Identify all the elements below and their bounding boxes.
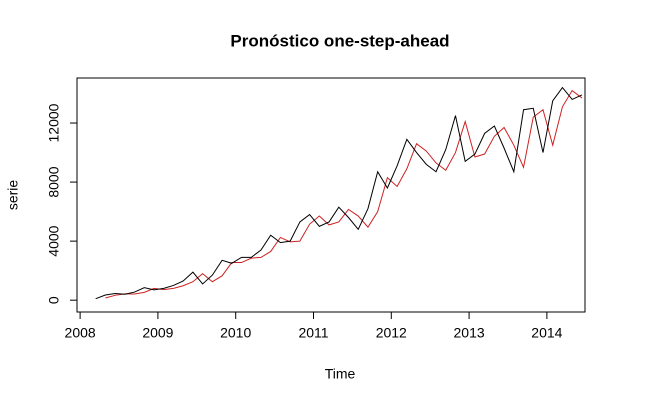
x-tick-label: 2011 — [298, 325, 328, 341]
chart-title: Pronóstico one-step-ahead — [230, 31, 449, 50]
y-tick-label: 12000 — [46, 103, 62, 142]
y-tick-label: 8000 — [46, 166, 62, 197]
series-line — [95, 86, 583, 300]
x-tick-label: 2013 — [454, 325, 485, 341]
plot-box — [76, 77, 586, 313]
y-tick-label: 0 — [46, 296, 62, 304]
x-tick-label: 2008 — [65, 325, 96, 341]
x-tick-label: 2012 — [376, 325, 407, 341]
x-axis-label: Time — [325, 366, 356, 382]
x-tick-label: 2014 — [531, 325, 562, 341]
x-tick-label: 2010 — [220, 325, 251, 341]
x-tick-label: 2009 — [142, 325, 173, 341]
y-axis-label: serie — [5, 180, 21, 211]
series-line — [105, 89, 583, 299]
y-tick-label: 4000 — [46, 225, 62, 256]
